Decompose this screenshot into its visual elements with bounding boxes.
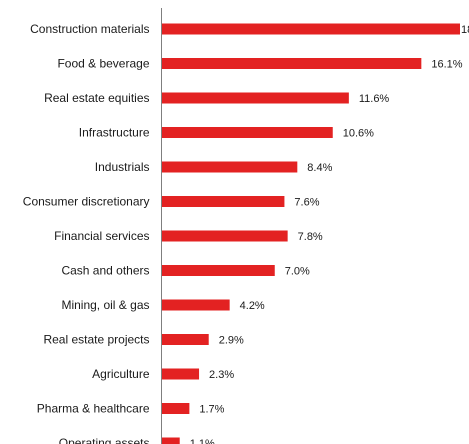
- bar: [162, 161, 298, 173]
- value-label: 11.6%: [359, 93, 390, 105]
- value-label: 10.6%: [343, 128, 374, 140]
- category-label: Agriculture: [92, 367, 150, 381]
- value-label: 1.7%: [199, 404, 224, 416]
- category-label: Industrials: [95, 160, 150, 174]
- value-label: 8.4%: [307, 162, 332, 174]
- bar: [162, 92, 349, 104]
- bar: [162, 58, 422, 69]
- bar: [162, 368, 200, 380]
- value-label: 7.6%: [294, 197, 319, 209]
- chart-rows: Construction materials 18.5% Food & bevera…: [23, 22, 469, 444]
- category-label: Food & beverage: [57, 57, 149, 71]
- value-label: 18.5%: [461, 24, 469, 36]
- value-label: 2.9%: [219, 335, 244, 347]
- bar: [162, 230, 288, 242]
- bar: [162, 334, 209, 345]
- value-label: 7.0%: [285, 266, 310, 278]
- bar: [162, 299, 230, 311]
- category-label: Pharma & healthcare: [37, 402, 150, 416]
- bar: [162, 437, 180, 444]
- category-label: Infrastructure: [79, 126, 150, 140]
- value-label: 1.1%: [190, 438, 215, 444]
- category-label: Real estate projects: [43, 333, 149, 347]
- bar: [162, 23, 460, 35]
- category-label: Operating assets: [59, 436, 150, 444]
- category-label: Construction materials: [30, 22, 149, 36]
- bar: [162, 403, 190, 414]
- value-label: 2.3%: [209, 369, 234, 381]
- value-label: 7.8%: [298, 231, 323, 243]
- category-label: Consumer discretionary: [23, 195, 150, 209]
- category-label: Financial services: [54, 229, 149, 243]
- bar: [162, 196, 285, 207]
- category-label: Cash and others: [61, 264, 149, 278]
- category-label: Real estate equities: [44, 91, 149, 105]
- value-label: 4.2%: [240, 300, 265, 312]
- value-label: 16.1%: [431, 59, 462, 71]
- bar: [162, 127, 333, 138]
- bar: [162, 265, 275, 276]
- category-label: Mining, oil & gas: [61, 298, 149, 312]
